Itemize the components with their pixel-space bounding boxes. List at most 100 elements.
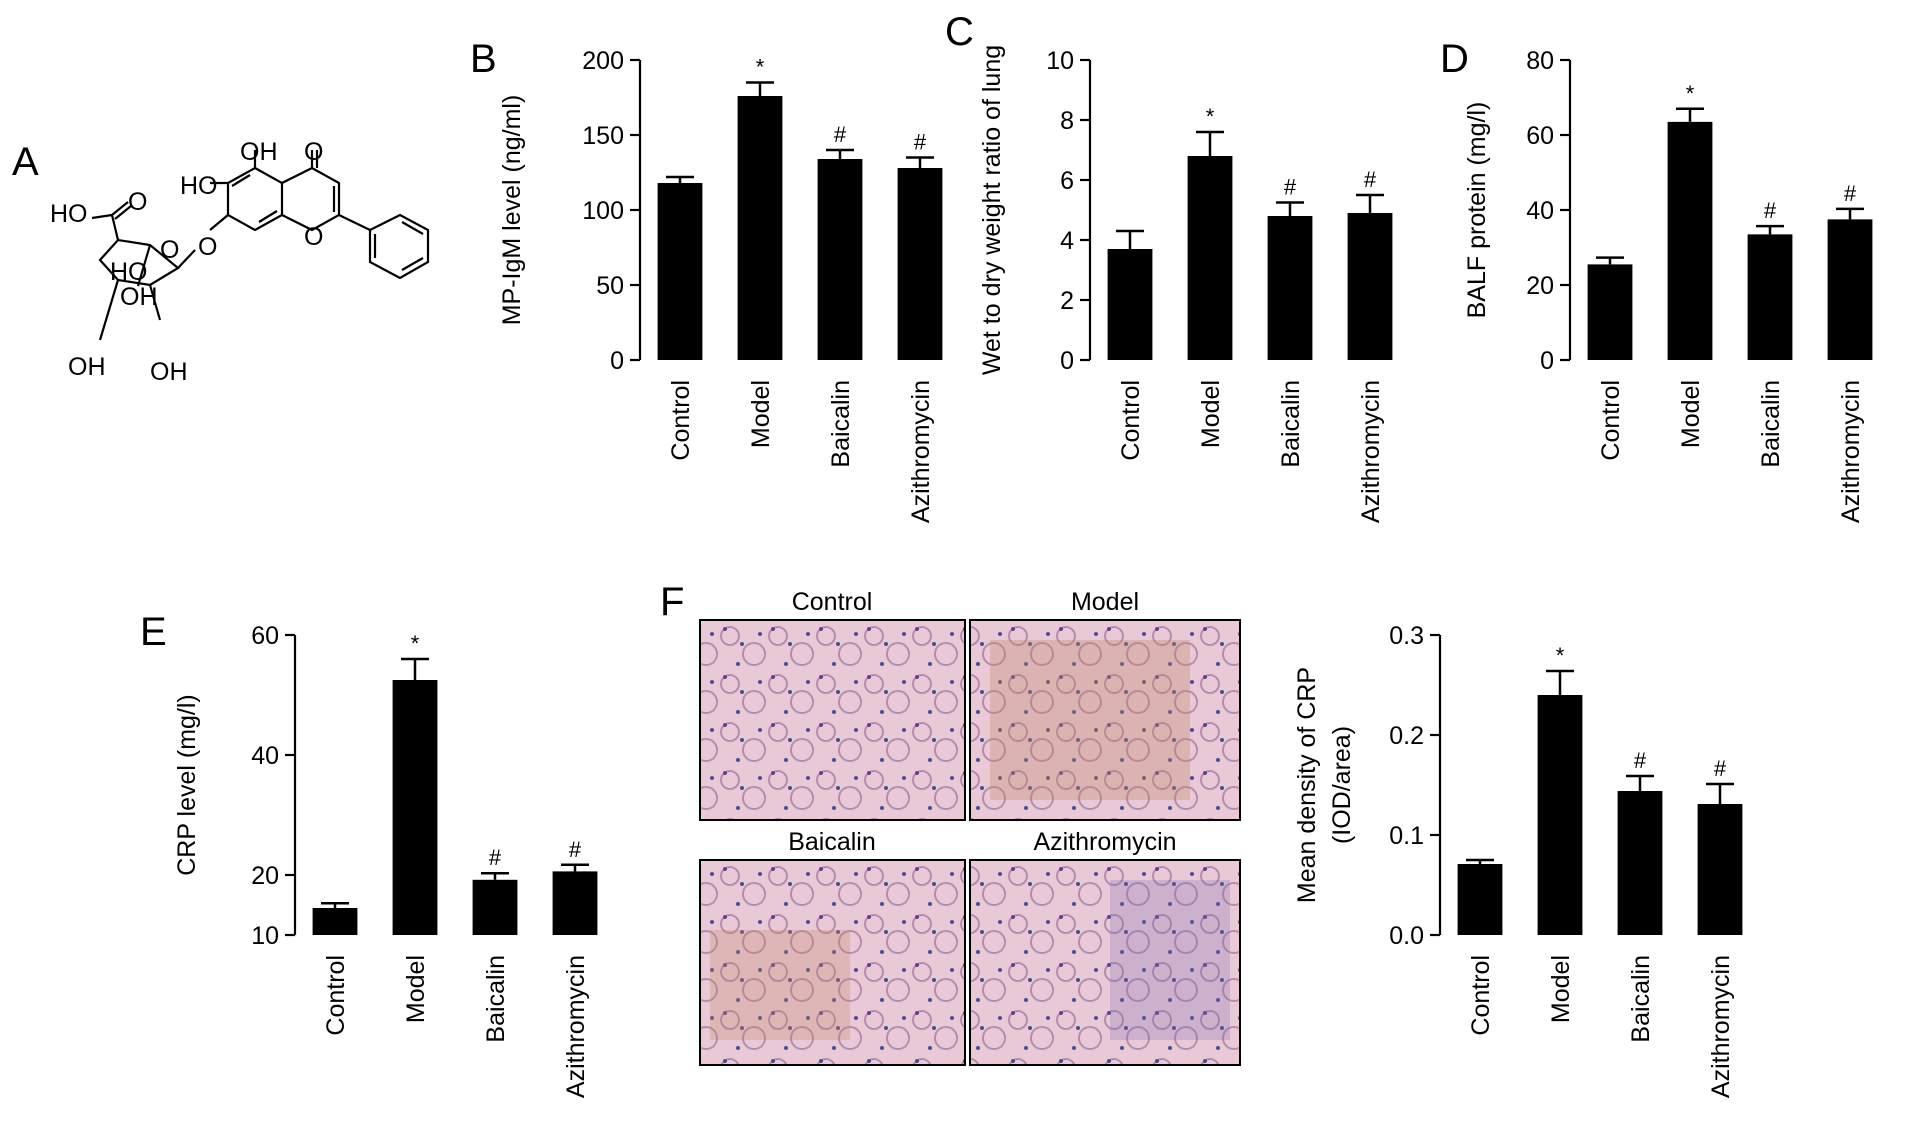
category-label: Baicalin — [1277, 380, 1305, 468]
bar — [392, 680, 438, 935]
micrograph-model — [969, 619, 1241, 821]
category-label: Azithromycin — [907, 380, 935, 523]
category-label: Control — [667, 380, 695, 461]
y-tick-label: 4 — [1060, 227, 1074, 255]
chem-label-ho: HO — [180, 172, 218, 200]
chem-label-ring-o: O — [304, 223, 323, 251]
bar — [1267, 216, 1313, 360]
histology-images: Control Model Baicalin Azithromycin — [699, 588, 1241, 1066]
significance-mark: * — [1686, 81, 1695, 106]
y-tick-label: 60 — [1526, 122, 1554, 150]
category-label: Model — [1677, 380, 1705, 448]
panel-letter-e: E — [140, 610, 167, 654]
y-tick-label: 0.2 — [1389, 722, 1424, 750]
y-tick-label: 40 — [251, 742, 279, 770]
chart-d: 0 20 40 60 80 BALF protein (mg/l) Control * Mode… — [1463, 47, 1873, 523]
y-tick-label: 10 — [1046, 47, 1074, 75]
y-tick-label: 200 — [582, 47, 624, 75]
chem-label-oh-top: OH — [240, 138, 278, 166]
bar — [817, 159, 863, 360]
y-tick-label: 20 — [1526, 272, 1554, 300]
significance-mark: # — [1634, 748, 1647, 773]
chem-label-carbonyl-o: O — [304, 138, 323, 166]
chem-label-acid-o: O — [128, 188, 147, 216]
micrograph-model-stain — [990, 640, 1190, 800]
y-tick-label: 0 — [1540, 347, 1554, 375]
bar — [1537, 695, 1583, 935]
category-label: Control — [322, 955, 350, 1036]
bar — [1457, 864, 1503, 935]
baicalin-structure — [91, 150, 430, 341]
chart-f: 0.0 0.1 0.2 0.3 Mean density of CRP (IOD/area… — [1293, 622, 1743, 1098]
bar — [1107, 249, 1153, 360]
category-label: Model — [402, 955, 430, 1023]
y-tick-label: 0.0 — [1389, 922, 1424, 950]
bar — [1697, 804, 1743, 935]
micrograph-azithromycin — [969, 859, 1241, 1066]
bar — [1747, 234, 1793, 360]
category-label: Model — [1197, 380, 1225, 448]
ring-b — [368, 213, 430, 280]
panel-letter-c: C — [945, 10, 974, 54]
y-tick-label: 100 — [582, 197, 624, 225]
y-tick-label: 0.3 — [1389, 622, 1424, 650]
y-axis-label: Mean density of CRP — [1293, 667, 1321, 903]
bar — [657, 183, 703, 360]
chem-label-oh-low1: OH — [68, 353, 106, 381]
y-tick-label: 0 — [1060, 347, 1074, 375]
chart-c: 0 2 4 6 8 10 Wet to dry weight ratio of lung Co… — [978, 45, 1393, 523]
significance-mark: # — [1364, 167, 1377, 192]
significance-mark: # — [1764, 198, 1777, 223]
category-label: Model — [1547, 955, 1575, 1023]
bar — [1617, 791, 1663, 935]
panel-letter-f: F — [660, 580, 684, 624]
chem-label-oh-low3: OH — [120, 283, 158, 311]
panel-letter-d: D — [1440, 37, 1469, 81]
category-label: Baicalin — [1627, 955, 1655, 1043]
ring-a — [226, 166, 284, 232]
histo-title-baicalin: Baicalin — [788, 828, 876, 856]
significance-mark: # — [1844, 181, 1857, 206]
bar — [312, 908, 358, 935]
ring-c — [281, 166, 341, 232]
bar — [1827, 219, 1873, 360]
y-tick-label: 80 — [1526, 47, 1554, 75]
significance-mark: # — [489, 845, 502, 870]
chem-label-sugar-o: O — [160, 236, 179, 264]
category-label: Azithromycin — [1837, 380, 1865, 523]
significance-mark: # — [1284, 175, 1297, 200]
category-label: Baicalin — [1757, 380, 1785, 468]
chem-label-oh-low2: OH — [150, 358, 188, 386]
category-label: Baicalin — [482, 955, 510, 1043]
bar — [552, 871, 598, 935]
y-tick-label: 6 — [1060, 167, 1074, 195]
category-label: Control — [1117, 380, 1145, 461]
y-axis-label-2: (IOD/area) — [1328, 726, 1356, 844]
y-axis-label: Wet to dry weight ratio of lung — [978, 45, 1006, 375]
significance-mark: * — [411, 631, 420, 656]
bar — [1587, 264, 1633, 360]
histo-title-azithromycin: Azithromycin — [1033, 828, 1176, 856]
category-label: Azithromycin — [562, 955, 590, 1098]
micrograph-control — [699, 619, 966, 821]
y-axis-label: BALF protein (mg/l) — [1463, 102, 1491, 319]
bar — [737, 96, 783, 360]
bar — [1667, 121, 1713, 360]
significance-mark: # — [569, 837, 582, 862]
micrograph-baicalin — [699, 859, 966, 1066]
y-tick-label: 10 — [251, 922, 279, 950]
chem-label-oh-mid: HO — [110, 258, 148, 286]
bar — [1347, 213, 1393, 360]
panel-letter-a: A — [12, 140, 39, 184]
chem-label-ether-o: O — [198, 233, 217, 261]
y-tick-label: 2 — [1060, 287, 1074, 315]
significance-mark: * — [1206, 104, 1215, 129]
chem-label-ho-acid: HO — [50, 200, 88, 228]
chart-b: 0 50 100 150 200 MP-IgM level (ng/ml) Control *… — [498, 47, 943, 523]
histo-title-control: Control — [792, 588, 873, 616]
y-tick-label: 0.1 — [1389, 822, 1424, 850]
significance-mark: # — [914, 130, 927, 155]
significance-mark: # — [1714, 756, 1727, 781]
micrograph-baicalin-stain — [710, 930, 850, 1040]
